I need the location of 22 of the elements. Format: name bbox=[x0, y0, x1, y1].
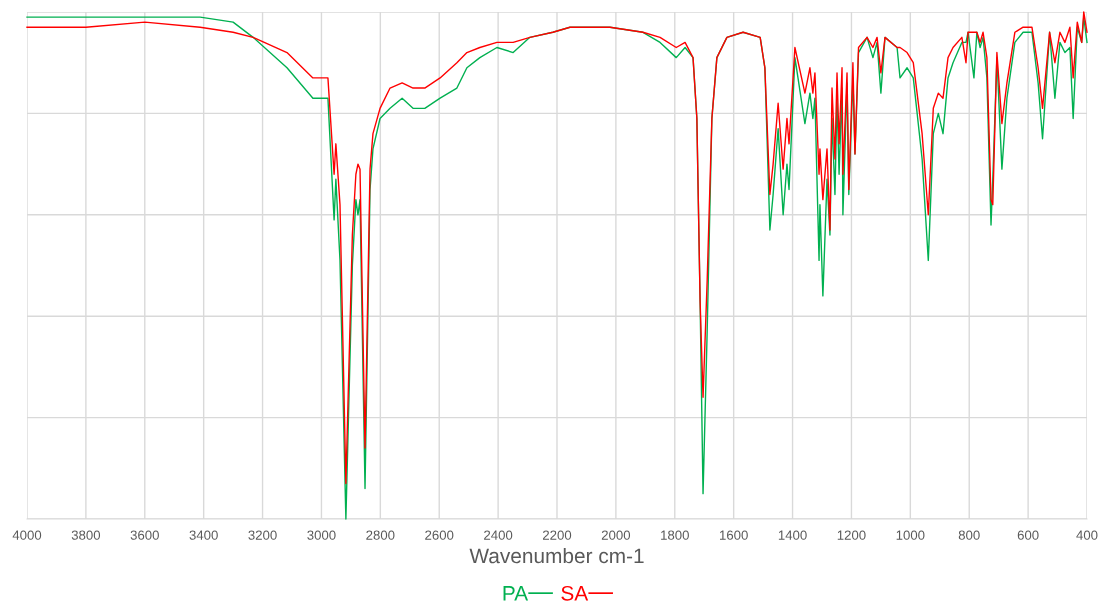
x-tick-label: 1600 bbox=[720, 530, 748, 540]
legend-label: PA bbox=[503, 586, 529, 601]
x-tick-label: 1000 bbox=[896, 530, 925, 540]
x-tick-label: 800 bbox=[958, 530, 980, 540]
x-tick-label: 1400 bbox=[778, 530, 807, 540]
x-tick-label: 2600 bbox=[425, 530, 454, 540]
x-tick-label: 2400 bbox=[484, 530, 513, 540]
x-tick-label: 3200 bbox=[248, 530, 277, 540]
x-tick-label: 2800 bbox=[366, 530, 395, 540]
x-tick-label: 1800 bbox=[661, 530, 689, 540]
x-tick-label: 2000 bbox=[601, 530, 631, 540]
x-tick-label: 4000 bbox=[12, 530, 42, 540]
x-tick-label: 3000 bbox=[307, 530, 336, 540]
x-tick-label: 3600 bbox=[130, 530, 159, 540]
x-tick-label: 600 bbox=[1017, 530, 1039, 540]
x-tick-label: 1200 bbox=[837, 530, 866, 540]
x-tick-label: 400 bbox=[1076, 530, 1098, 540]
x-tick-label: 2200 bbox=[542, 530, 572, 540]
x-tick-label: 3800 bbox=[71, 530, 101, 540]
legend-label: SA bbox=[561, 585, 589, 601]
x-tick-label: 3400 bbox=[189, 530, 218, 540]
x-axis-title: Wavenumber cm-1 bbox=[469, 547, 644, 564]
